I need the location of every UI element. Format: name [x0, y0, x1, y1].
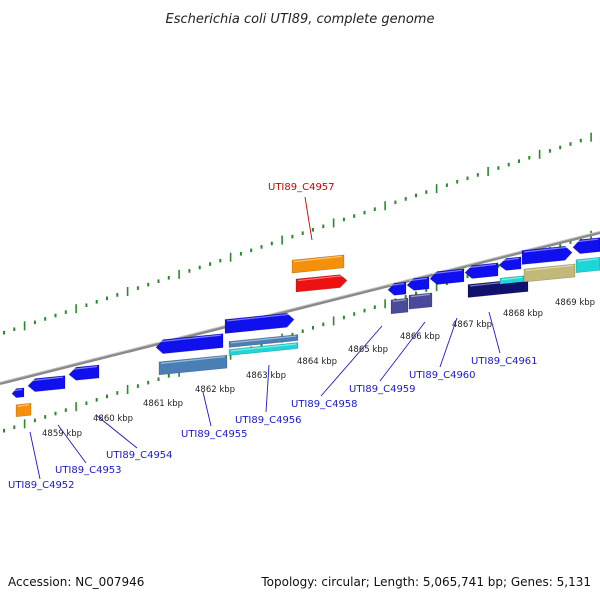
gene-arrow[interactable] — [15, 402, 32, 418]
label-leader-line — [265, 364, 270, 413]
accession-text: Accession: NC_007946 — [8, 575, 144, 589]
ruler-label: 4861 kbp — [143, 399, 183, 409]
map-title: Escherichia coli UTI89, complete genome — [166, 12, 435, 27]
gene-arrow[interactable] — [408, 292, 433, 310]
label-leader-line — [320, 325, 383, 397]
gene-shading — [574, 238, 599, 243]
ruler-label: 4868 kbp — [503, 309, 543, 319]
label-leader-line — [304, 196, 313, 241]
gene-labels: UTI89_C4952 UTI89_C4953 UTI89_C4954 UTI89_C… — [8, 182, 538, 491]
gene-shading — [392, 299, 407, 302]
gene-arrow[interactable] — [155, 333, 224, 354]
gene-shading — [408, 277, 428, 282]
ruler-label: 4864 kbp — [297, 357, 337, 367]
tick-rows — [3, 132, 592, 433]
gene-arrow-highlighted[interactable] — [291, 254, 345, 274]
gene-shading — [230, 335, 297, 344]
ruler-label: 4863 kbp — [246, 371, 286, 381]
backbone-line — [0, 230, 600, 386]
gene-arrow[interactable] — [429, 268, 465, 285]
ruler-label: 4866 kbp — [400, 332, 440, 342]
label-leader-line — [95, 414, 138, 449]
gene-arrow[interactable] — [523, 263, 576, 283]
ruler-label: 4867 kbp — [452, 320, 492, 330]
label-leader-line — [57, 424, 87, 464]
genome-backbone — [0, 230, 600, 386]
gene-shading — [160, 356, 226, 364]
gene-label[interactable]: UTI89_C4952 — [8, 480, 75, 491]
ruler-labels: 4859 kbp 4860 kbp 4861 kbp 4862 kbp 4863 kbp… — [42, 298, 595, 439]
gene-label-highlighted[interactable]: UTI89_C4957 — [268, 182, 335, 193]
gene-shading — [293, 255, 343, 263]
backbone-highlight — [0, 230, 600, 383]
gene-label[interactable]: UTI89_C4958 — [291, 399, 358, 410]
gene-shading — [410, 293, 431, 298]
gene-shading — [13, 388, 23, 392]
ruler-label: 4869 kbp — [555, 298, 595, 308]
gene-label[interactable]: UTI89_C4956 — [235, 415, 302, 426]
gene-features — [11, 237, 600, 418]
gene-shading — [17, 404, 30, 407]
gene-label[interactable]: UTI89_C4953 — [55, 465, 122, 476]
gene-shading — [70, 365, 98, 371]
gene-label[interactable]: UTI89_C4955 — [181, 429, 248, 440]
label-leader-line — [488, 311, 501, 354]
genome-summary-text: Topology: circular; Length: 5,065,741 bp… — [260, 575, 591, 589]
label-leader-line — [439, 317, 458, 368]
gene-shading — [501, 276, 523, 281]
gene-arrow[interactable] — [406, 276, 430, 291]
gene-arrow[interactable] — [575, 256, 600, 274]
ruler-label: 4859 kbp — [42, 429, 82, 439]
gene-arrow[interactable] — [498, 256, 522, 271]
gene-arrow[interactable] — [572, 237, 600, 254]
gene-arrow[interactable] — [521, 245, 573, 265]
gene-label[interactable]: UTI89_C4959 — [349, 384, 416, 395]
gene-shading — [389, 283, 405, 286]
gene-arrow[interactable] — [68, 364, 100, 381]
gene-arrow[interactable] — [224, 312, 295, 334]
gene-label[interactable]: UTI89_C4960 — [409, 370, 476, 381]
gene-arrow-highlighted[interactable] — [295, 274, 348, 293]
gene-shading — [29, 376, 64, 382]
gene-shading — [523, 246, 571, 253]
gene-arrow[interactable] — [11, 387, 25, 398]
gene-shading — [226, 313, 293, 322]
gene-arrow[interactable] — [228, 334, 299, 348]
gene-shading — [577, 258, 599, 262]
ruler-label: 4865 kbp — [348, 345, 388, 355]
gene-shading — [431, 269, 463, 275]
gene-arrow[interactable] — [27, 375, 66, 392]
gene-shading — [500, 257, 520, 262]
ruler-label: 4860 kbp — [93, 414, 133, 424]
gene-shading — [230, 343, 297, 352]
label-leader-line — [202, 391, 212, 427]
gene-label[interactable]: UTI89_C4961 — [471, 356, 538, 367]
gene-arrow[interactable] — [464, 262, 499, 279]
gene-shading — [466, 263, 497, 269]
gene-arrow[interactable] — [387, 281, 407, 296]
gene-arrow[interactable] — [228, 342, 299, 356]
gene-shading — [297, 274, 346, 282]
gene-label[interactable]: UTI89_C4954 — [106, 450, 173, 461]
label-leader-line — [379, 321, 426, 382]
label-leader-line — [29, 431, 41, 480]
gene-arrow[interactable] — [390, 297, 409, 315]
gene-arrow[interactable] — [158, 354, 228, 376]
gene-shading — [157, 334, 222, 343]
gene-shading — [525, 264, 574, 272]
label-leader-lines — [29, 196, 501, 480]
ruler-label: 4862 kbp — [195, 385, 235, 395]
